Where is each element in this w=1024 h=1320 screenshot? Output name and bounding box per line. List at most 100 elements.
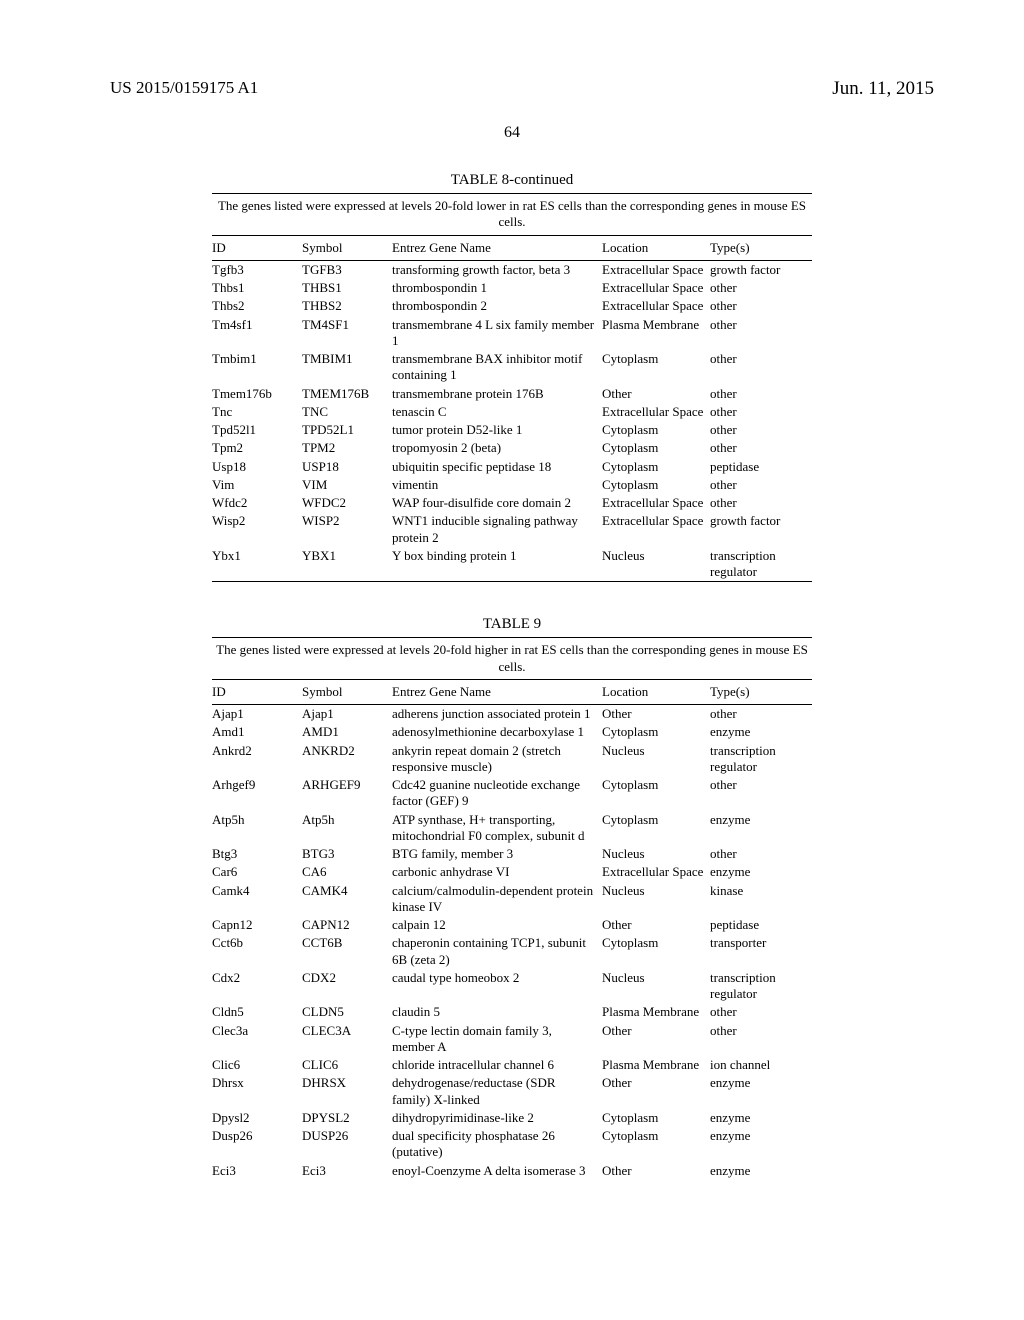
table-cell: calpain 12: [392, 916, 602, 934]
table-row: Eci3Eci3enoyl-Coenzyme A delta isomerase…: [212, 1162, 812, 1180]
table-cell: transforming growth factor, beta 3: [392, 260, 602, 279]
table-cell: WAP four-disulfide core domain 2: [392, 494, 602, 512]
table-cell: transcription regulator: [710, 547, 812, 582]
table-cell: Vim: [212, 476, 302, 494]
table-header-row: IDSymbolEntrez Gene NameLocationType(s): [212, 680, 812, 705]
table-cell: Tmem176b: [212, 385, 302, 403]
table-cell: enzyme: [710, 723, 812, 741]
publication-date: Jun. 11, 2015: [832, 78, 934, 100]
table-cell: Plasma Membrane: [602, 1056, 710, 1074]
table-row: Btg3BTG3BTG family, member 3Nucleusother: [212, 845, 812, 863]
table-cell: DPYSL2: [302, 1109, 392, 1127]
table-row: VimVIMvimentinCytoplasmother: [212, 476, 812, 494]
table-cell: Arhgef9: [212, 776, 302, 811]
table-cell: VIM: [302, 476, 392, 494]
table-cell: Extracellular Space: [602, 863, 710, 881]
col-header: Type(s): [710, 680, 812, 705]
table-cell: Dhrsx: [212, 1074, 302, 1109]
table-row: Amd1AMD1adenosylmethionine decarboxylase…: [212, 723, 812, 741]
table-cell: other: [710, 316, 812, 351]
table-cell: carbonic anhydrase VI: [392, 863, 602, 881]
table-cell: AMD1: [302, 723, 392, 741]
table-cell: Nucleus: [602, 845, 710, 863]
table-cell: TPD52L1: [302, 421, 392, 439]
table-cell: Cytoplasm: [602, 476, 710, 494]
table-cell: CLEC3A: [302, 1022, 392, 1057]
table-row: Dpysl2DPYSL2dihydropyrimidinase-like 2Cy…: [212, 1109, 812, 1127]
publication-number: US 2015/0159175 A1: [110, 78, 258, 98]
table-cell: Other: [602, 385, 710, 403]
table-row: Ybx1YBX1Y box binding protein 1Nucleustr…: [212, 547, 812, 582]
table-cell: transcription regulator: [710, 742, 812, 777]
table-cell: Thbs2: [212, 297, 302, 315]
table-row: Thbs2THBS2thrombospondin 2Extracellular …: [212, 297, 812, 315]
table-row: Tm4sf1TM4SF1transmembrane 4 L six family…: [212, 316, 812, 351]
table-cell: other: [710, 421, 812, 439]
table-cell: Plasma Membrane: [602, 1003, 710, 1021]
table9-caption: TABLE 9: [212, 616, 812, 633]
table-cell: Other: [602, 1022, 710, 1057]
table-cell: Cytoplasm: [602, 350, 710, 385]
table-cell: Cct6b: [212, 934, 302, 969]
page-number: 64: [90, 124, 934, 142]
table-cell: Wisp2: [212, 512, 302, 547]
table-row: Capn12CAPN12calpain 12Otherpeptidase: [212, 916, 812, 934]
table-cell: Cdx2: [212, 969, 302, 1004]
table-cell: CLDN5: [302, 1003, 392, 1021]
table-cell: other: [710, 1022, 812, 1057]
table-cell: thrombospondin 1: [392, 279, 602, 297]
table-cell: other: [710, 494, 812, 512]
table8: IDSymbolEntrez Gene NameLocationType(s) …: [212, 236, 812, 582]
table-cell: caudal type homeobox 2: [392, 969, 602, 1004]
table-cell: TMEM176B: [302, 385, 392, 403]
table-cell: Nucleus: [602, 969, 710, 1004]
table-cell: ARHGEF9: [302, 776, 392, 811]
table-cell: TM4SF1: [302, 316, 392, 351]
table-row: Clec3aCLEC3AC-type lectin domain family …: [212, 1022, 812, 1057]
table-cell: dehydrogenase/reductase (SDR family) X-l…: [392, 1074, 602, 1109]
table8-body: Tgfb3TGFB3transforming growth factor, be…: [212, 260, 812, 581]
table9-desc: The genes listed were expressed at level…: [212, 637, 812, 680]
table-cell: calcium/calmodulin-dependent protein kin…: [392, 882, 602, 917]
table-row: Tgfb3TGFB3transforming growth factor, be…: [212, 260, 812, 279]
col-header: Location: [602, 236, 710, 261]
table-cell: CLIC6: [302, 1056, 392, 1074]
table-cell: Cytoplasm: [602, 458, 710, 476]
table-cell: TMBIM1: [302, 350, 392, 385]
table-cell: Other: [602, 1074, 710, 1109]
table-cell: DUSP26: [302, 1127, 392, 1162]
col-header: Symbol: [302, 680, 392, 705]
table-row: Ankrd2ANKRD2ankyrin repeat domain 2 (str…: [212, 742, 812, 777]
table-cell: other: [710, 403, 812, 421]
table8-wrap: TABLE 8-continued The genes listed were …: [212, 172, 812, 582]
table-cell: ANKRD2: [302, 742, 392, 777]
table-cell: peptidase: [710, 916, 812, 934]
table-cell: Cytoplasm: [602, 421, 710, 439]
table-cell: Tpd52l1: [212, 421, 302, 439]
table-cell: Cytoplasm: [602, 776, 710, 811]
page: US 2015/0159175 A1 Jun. 11, 2015 64 TABL…: [0, 0, 1024, 1320]
table-cell: Atp5h: [302, 811, 392, 846]
table-cell: other: [710, 705, 812, 724]
table-cell: tenascin C: [392, 403, 602, 421]
col-header: Location: [602, 680, 710, 705]
col-header: Symbol: [302, 236, 392, 261]
table-cell: thrombospondin 2: [392, 297, 602, 315]
table-cell: growth factor: [710, 512, 812, 547]
table-row: Usp18USP18ubiquitin specific peptidase 1…: [212, 458, 812, 476]
table-cell: enoyl-Coenzyme A delta isomerase 3: [392, 1162, 602, 1180]
table-cell: Clec3a: [212, 1022, 302, 1057]
table-cell: Car6: [212, 863, 302, 881]
col-header: Entrez Gene Name: [392, 236, 602, 261]
table-row: Tpd52l1TPD52L1tumor protein D52-like 1Cy…: [212, 421, 812, 439]
table-row: Camk4CAMK4calcium/calmodulin-dependent p…: [212, 882, 812, 917]
table-cell: Cytoplasm: [602, 1109, 710, 1127]
table9-wrap: TABLE 9 The genes listed were expressed …: [212, 616, 812, 1180]
table-cell: THBS1: [302, 279, 392, 297]
table-cell: other: [710, 439, 812, 457]
table-cell: Extracellular Space: [602, 297, 710, 315]
table-cell: Extracellular Space: [602, 494, 710, 512]
table-cell: Plasma Membrane: [602, 316, 710, 351]
table-cell: other: [710, 476, 812, 494]
table-cell: Cytoplasm: [602, 1127, 710, 1162]
